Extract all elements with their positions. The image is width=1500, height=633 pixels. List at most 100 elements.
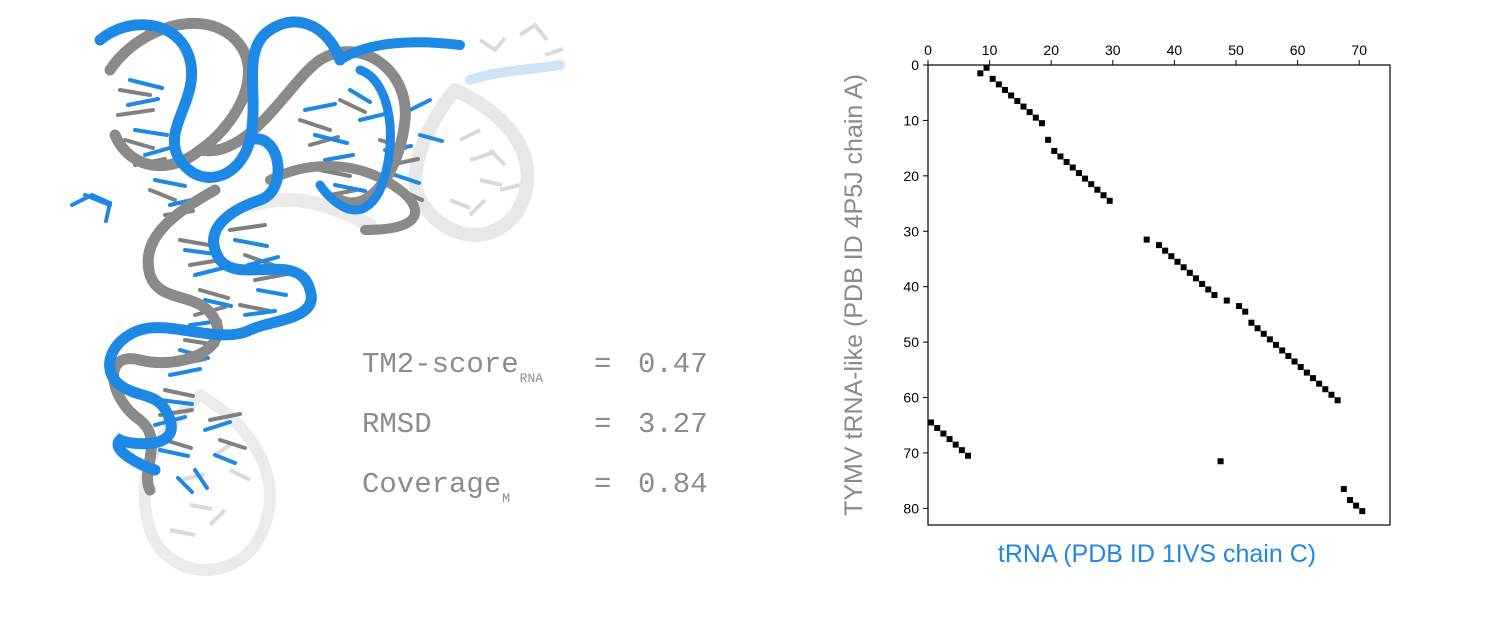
- alignment-chart: 0 10 20 30 40 50 60 70 0 10 20 30 40 50 60 70 80 tRNA (…: [840, 42, 1391, 568]
- metric-row-coverage: CoverageM = 0.84: [362, 468, 708, 508]
- alignment-point: [995, 81, 1002, 88]
- alignment-point: [1088, 181, 1095, 188]
- x-tick-label: 30: [1105, 42, 1121, 58]
- y-tick-label: 30: [903, 223, 919, 239]
- metric-equals: =: [594, 408, 612, 441]
- alignment-point: [1100, 192, 1107, 199]
- alignment-point: [1069, 164, 1076, 171]
- x-tick-label: 70: [1351, 42, 1367, 58]
- alignment-point: [1057, 153, 1064, 160]
- alignment-point: [940, 430, 947, 437]
- alignment-point: [1002, 86, 1008, 93]
- alignment-point: [1038, 120, 1045, 127]
- alignment-point: [965, 452, 972, 459]
- alignment-point: [1075, 170, 1082, 177]
- alignment-point: [1063, 158, 1070, 165]
- alignment-point: [1014, 98, 1021, 105]
- alignment-point: [1242, 308, 1249, 315]
- x-axis-label: tRNA (PDB ID 1IVS chain C): [998, 540, 1316, 568]
- alignment-point: [1322, 386, 1329, 393]
- metric-value: 0.47: [638, 348, 708, 381]
- x-tick-label: 60: [1290, 42, 1306, 58]
- rna-superposition-image: [70, 16, 565, 576]
- metric-label: CoverageM: [362, 468, 511, 506]
- alignment-point: [1174, 258, 1181, 265]
- alignment-point: [1106, 197, 1113, 204]
- alignment-point: [1217, 458, 1224, 465]
- alignment-point: [1094, 186, 1101, 193]
- alignment-point: [1260, 330, 1267, 337]
- metric-equals: =: [594, 348, 612, 381]
- y-tick-label: 10: [903, 112, 919, 128]
- x-axis: 0 10 20 30 40 50 60 70: [924, 42, 1367, 65]
- metric-equals: =: [594, 468, 612, 501]
- alignment-point: [1316, 380, 1323, 387]
- y-tick-label: 0: [911, 57, 919, 73]
- alignment-point: [989, 75, 996, 82]
- alignment-point: [1303, 369, 1310, 376]
- alignment-point: [1297, 364, 1304, 371]
- alignment-point: [1310, 375, 1316, 382]
- alignment-point: [977, 70, 984, 77]
- alignment-point: [1162, 247, 1169, 254]
- alignment-point: [1082, 175, 1089, 182]
- alignment-point: [1248, 319, 1255, 326]
- alignment-point: [946, 436, 953, 443]
- alignment-point: [1186, 269, 1193, 276]
- alignment-point: [1180, 264, 1187, 271]
- y-tick-label: 50: [903, 334, 919, 350]
- metric-value: 3.27: [638, 408, 708, 441]
- alignment-point: [1279, 347, 1286, 354]
- plot-frame: [927, 64, 1391, 526]
- alignment-point: [928, 419, 935, 426]
- alignment-point: [1199, 280, 1206, 287]
- metric-row-tm2-score: TM2-scoreRNA = 0.47: [362, 348, 708, 388]
- alignment-chart-panel: 0 10 20 30 40 50 60 70 0 10 20 30 40 50 60 70 80 tRNA (…: [820, 0, 1500, 591]
- alignment-point: [1051, 147, 1058, 154]
- alignment-point: [1236, 303, 1243, 310]
- alignment-point: [1168, 253, 1175, 260]
- x-tick-label: 50: [1228, 42, 1244, 58]
- alignment-point: [1273, 341, 1280, 348]
- alignment-point: [1008, 92, 1015, 99]
- y-tick-label: 60: [903, 390, 919, 406]
- metric-value: 0.84: [638, 468, 708, 501]
- alignment-point: [1223, 297, 1230, 304]
- x-tick-label: 40: [1167, 42, 1183, 58]
- y-axis: 0 10 20 30 40 50 60 70 80: [903, 57, 928, 516]
- alignment-point: [1285, 352, 1292, 359]
- metric-row-rmsd: RMSD = 3.27: [362, 408, 708, 448]
- alignment-point: [1266, 336, 1273, 343]
- alignment-point: [1143, 236, 1150, 243]
- x-tick-label: 20: [1043, 42, 1059, 58]
- alignment-point: [1045, 136, 1052, 143]
- x-tick-label: 0: [924, 42, 932, 58]
- alignment-point: [1020, 103, 1027, 110]
- blue-backbone: [94, 16, 465, 476]
- alignment-point: [983, 64, 990, 71]
- faint-bases: [169, 22, 564, 537]
- alignment-point: [1254, 325, 1261, 332]
- alignment-point: [934, 425, 941, 432]
- metric-label: TM2-scoreRNA: [362, 348, 544, 386]
- alignment-point: [1328, 391, 1335, 398]
- y-tick-label: 70: [903, 445, 919, 461]
- alignment-point: [1346, 497, 1353, 504]
- structure-panel: TM2-scoreRNA = 0.47 RMSD = 3.27 Coverage…: [0, 0, 760, 591]
- x-tick-label: 10: [982, 42, 998, 58]
- alignment-point: [1026, 109, 1033, 116]
- alignment-point: [1192, 275, 1199, 282]
- alignment-point: [1156, 242, 1162, 249]
- alignment-point: [1291, 358, 1298, 365]
- alignment-point: [1334, 397, 1341, 404]
- alignment-point: [1340, 485, 1347, 492]
- alignment-point: [958, 447, 965, 454]
- alignment-points: [928, 64, 1366, 515]
- y-tick-label: 40: [903, 279, 919, 295]
- alignment-point: [1353, 502, 1360, 509]
- y-tick-label: 80: [903, 500, 919, 516]
- alignment-point: [1359, 508, 1366, 515]
- gray-bases: [116, 88, 424, 450]
- y-tick-label: 20: [903, 168, 919, 184]
- metric-label: RMSD: [362, 408, 432, 441]
